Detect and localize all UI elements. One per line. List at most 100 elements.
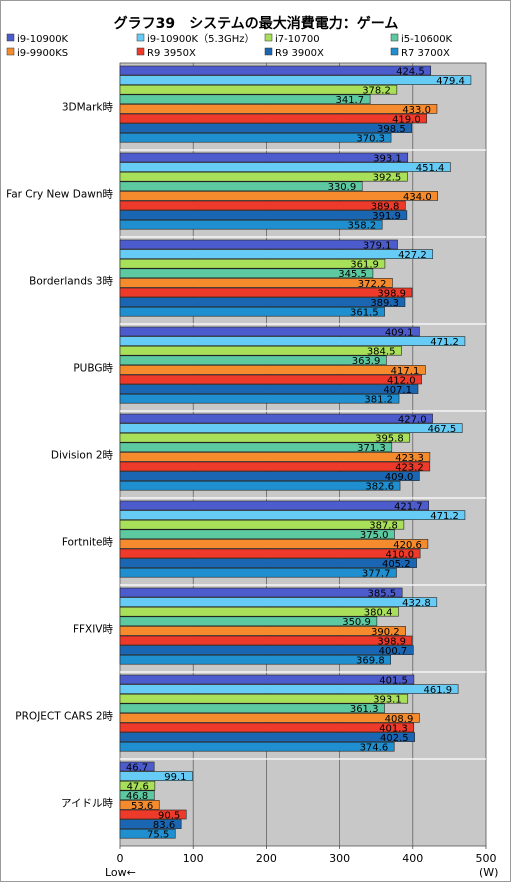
bar [119, 674, 415, 685]
bar-value-label: 350.9 [342, 617, 371, 628]
category-separators [120, 149, 486, 760]
bar-value-label: 424.5 [396, 66, 425, 77]
bar-value-label: 423.3 [395, 453, 424, 464]
bar-value-label: 400.7 [379, 646, 408, 657]
bar-value-label: 401.5 [379, 675, 408, 686]
bar-value-label: 390.2 [371, 627, 400, 638]
bar-value-label: 433.0 [402, 105, 431, 116]
bar-value-label: 378.2 [362, 86, 391, 97]
bar-value-label: 363.9 [352, 356, 381, 367]
x-tick-labels: 0 100 200 300 400 500 [117, 846, 497, 865]
bar [119, 510, 466, 520]
bar-value-label: 389.3 [370, 298, 399, 309]
bar-value-label: 402.5 [380, 733, 409, 744]
bar-value-label: 379.1 [363, 240, 392, 251]
legend-label: i9-9900KS [17, 48, 68, 59]
legend-swatch [6, 47, 15, 56]
bar-value-label: 420.6 [393, 540, 422, 551]
legend-swatch [136, 33, 145, 42]
bar [119, 654, 391, 665]
bar [119, 113, 428, 124]
bar [119, 693, 409, 704]
bar [119, 210, 408, 220]
bar-value-label: 451.4 [416, 163, 445, 174]
bar [119, 684, 459, 694]
bar [119, 84, 398, 95]
bar [119, 152, 409, 163]
bar [119, 123, 413, 133]
bar-value-label: 341.7 [335, 95, 364, 106]
bar [119, 635, 413, 646]
x-tick-label: 100 [183, 852, 204, 865]
bar [119, 191, 438, 201]
legend: i9-10900K i9-10900K（5.3GHz） i7-10700 i5-106… [6, 33, 453, 59]
bar-value-label: 371.3 [357, 443, 386, 454]
chart-title: グラフ39 システムの最大消費電力：ゲーム [114, 15, 399, 32]
bar-value-label: 409.0 [385, 472, 414, 483]
legend-label: R9 3950X [147, 48, 196, 59]
x-unit-label: (W) [479, 866, 498, 879]
bar [119, 278, 393, 288]
bar-value-label: 398.5 [377, 124, 406, 135]
legend-label: i9-10900K [17, 34, 69, 45]
bar-value-label: 419.0 [392, 114, 421, 125]
bar-value-label: 358.2 [348, 221, 377, 232]
bar [119, 819, 182, 829]
bar-value-label: 471.2 [430, 511, 459, 522]
bar [119, 606, 399, 617]
bar-value-label: 384.5 [367, 347, 396, 358]
bar [119, 258, 386, 269]
bar [119, 336, 466, 346]
bar [119, 809, 187, 820]
legend-swatch [264, 33, 273, 42]
bar-value-label: 53.6 [131, 801, 153, 812]
bar-value-label: 90.5 [158, 810, 180, 821]
x-direction-note: Low← [105, 866, 136, 879]
category-label: Division 2時 [51, 450, 114, 462]
bar [119, 539, 429, 549]
bar [119, 828, 176, 839]
bar-value-label: 361.3 [350, 704, 379, 715]
bar-value-label: 417.1 [391, 366, 420, 377]
category-label: Far Cry New Dawn時 [6, 189, 113, 201]
bar [119, 587, 403, 598]
bar-value-label: 380.4 [364, 608, 393, 619]
bar-value-label: 83.6 [153, 820, 175, 831]
bar [119, 548, 421, 559]
bar [119, 713, 420, 723]
bar-value-label: 393.1 [373, 153, 402, 164]
bar [119, 297, 406, 307]
bar [119, 616, 378, 627]
bar [119, 104, 438, 114]
bar [119, 626, 406, 636]
category-label: アイドル時 [61, 798, 113, 810]
bar [119, 790, 155, 801]
bar-value-label: 381.2 [364, 395, 393, 406]
bar-value-label: 408.9 [385, 714, 414, 725]
bar-value-label: 75.5 [147, 830, 169, 841]
bar [119, 645, 414, 655]
bar-value-label: 361.5 [350, 308, 379, 319]
x-tick-label: 500 [476, 852, 497, 865]
bar [119, 480, 401, 491]
category-label: PROJECT CARS 2時 [15, 711, 113, 723]
x-tick-label: 300 [329, 852, 350, 865]
bar [119, 471, 420, 481]
bar [119, 500, 429, 511]
bar [119, 355, 387, 366]
bar-value-label: 46.7 [126, 762, 148, 773]
bar-value-label: 374.6 [360, 743, 389, 754]
bar-value-label: 398.9 [377, 288, 406, 299]
bar-value-label: 47.6 [127, 782, 149, 793]
bar-value-label: 382.6 [365, 482, 394, 493]
bar-value-label: 395.8 [375, 434, 404, 445]
category-label: 3DMark時 [62, 102, 114, 114]
bar [119, 529, 395, 540]
bar [119, 75, 472, 85]
legend-swatch [264, 47, 273, 56]
legend-label: i7-10700 [275, 34, 320, 45]
bar-value-label: 471.2 [430, 337, 459, 348]
bar [119, 384, 419, 394]
